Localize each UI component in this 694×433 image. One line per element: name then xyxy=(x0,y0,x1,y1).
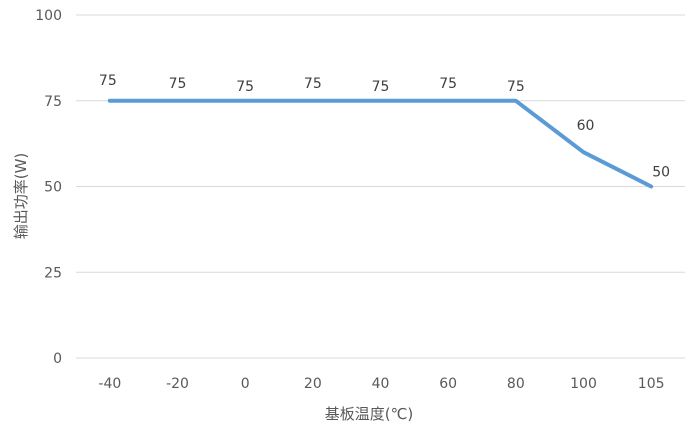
y-tick-label: 25 xyxy=(44,265,62,281)
x-axis-title: 基板温度(℃) xyxy=(325,405,414,423)
x-tick-label: 40 xyxy=(372,376,390,392)
x-tick-label: 20 xyxy=(304,376,322,392)
data-label: 75 xyxy=(372,79,390,95)
x-tick-label: -20 xyxy=(166,376,189,392)
data-label: 50 xyxy=(652,165,670,181)
series xyxy=(107,98,654,189)
x-tick-label: -40 xyxy=(98,376,121,392)
data-label: 75 xyxy=(169,76,187,92)
data-label: 75 xyxy=(99,73,117,89)
y-axis-title: 输出功率(W) xyxy=(12,153,30,240)
series-line xyxy=(107,98,654,189)
x-tick-label: 80 xyxy=(507,376,525,392)
x-axis-ticks: -40 -20 0 20 40 60 80 100 105 xyxy=(98,376,664,392)
data-label: 75 xyxy=(507,79,525,95)
y-tick-label: 75 xyxy=(44,94,62,110)
data-labels: 75 75 75 75 75 75 75 60 50 xyxy=(99,73,670,181)
data-label: 75 xyxy=(439,76,457,92)
data-label: 75 xyxy=(236,79,254,95)
x-tick-label: 105 xyxy=(638,376,665,392)
y-axis-ticks: 0 25 50 75 100 xyxy=(35,8,62,367)
x-tick-label: 0 xyxy=(241,376,250,392)
x-tick-label: 100 xyxy=(570,376,597,392)
y-tick-label: 0 xyxy=(53,351,62,367)
gridlines xyxy=(76,14,685,359)
data-label: 60 xyxy=(577,118,595,134)
y-tick-label: 50 xyxy=(44,180,62,196)
data-label: 75 xyxy=(304,76,322,92)
x-tick-label: 60 xyxy=(439,376,457,392)
y-tick-label: 100 xyxy=(35,8,62,24)
